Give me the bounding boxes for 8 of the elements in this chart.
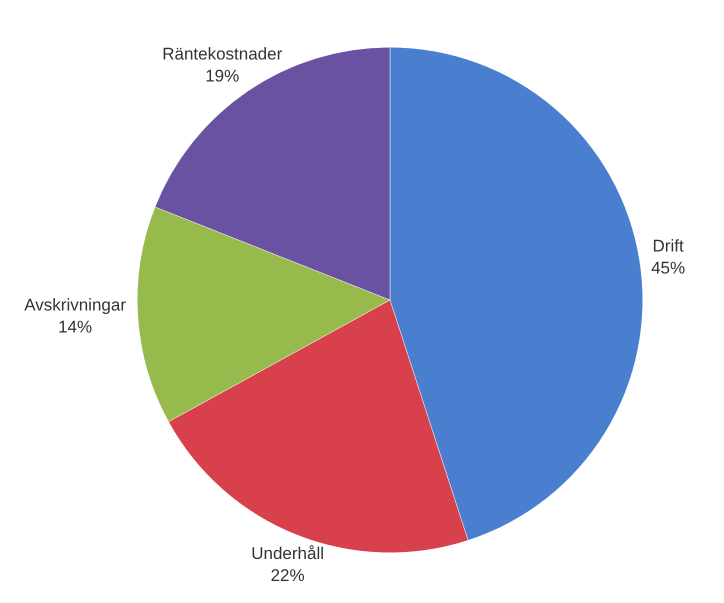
slice-label: Underhåll xyxy=(251,544,324,563)
data-label: 45% xyxy=(651,258,686,278)
data-label: 14% xyxy=(58,317,92,336)
data-label: 22% xyxy=(270,566,305,585)
slice-label: Drift xyxy=(652,236,684,256)
slice-label: Räntekostnader xyxy=(162,44,283,64)
data-label: 19% xyxy=(205,66,240,86)
slice-label: Avskrivningar xyxy=(24,295,126,314)
